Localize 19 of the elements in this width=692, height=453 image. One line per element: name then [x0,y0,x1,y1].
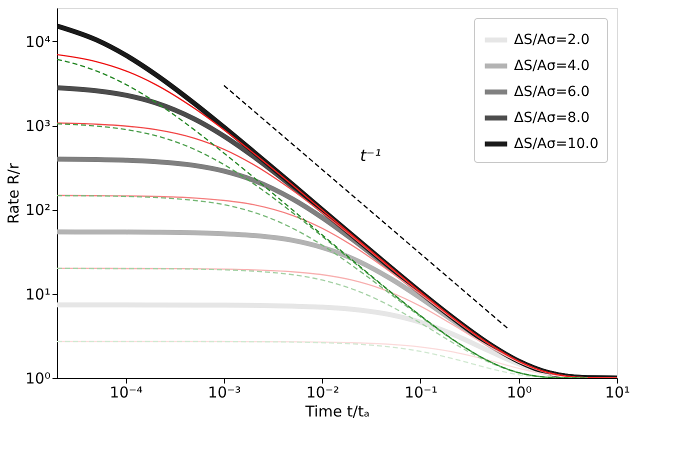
y-axis-title: Rate R/r [4,162,22,224]
legend-label: ΔS/Aσ=4.0 [514,58,590,74]
y-tick-label: 10⁴ [25,32,50,51]
x-tick-label: 10⁻³ [208,384,241,402]
x-axis-title: Time t/tₐ [304,402,370,420]
x-tick-label: 10¹ [604,384,630,402]
x-tick-label: 10⁻¹ [404,384,438,402]
legend-label: ΔS/Aσ=8.0 [514,110,590,126]
annotation: t⁻¹ [360,146,382,165]
y-tick-label: 10³ [25,117,50,136]
y-tick-label: 10² [25,201,50,220]
x-tick-label: 10⁻² [306,384,340,402]
x-tick-label: 10⁰ [506,384,532,402]
legend-label: ΔS/Aσ=2.0 [514,32,590,48]
legend-label: ΔS/Aσ=10.0 [514,136,599,152]
y-tick-label: 10¹ [25,285,50,304]
y-tick-label: 10⁰ [25,370,50,388]
legend-label: ΔS/Aσ=6.0 [514,84,590,100]
x-tick-label: 10⁻⁴ [110,384,143,402]
